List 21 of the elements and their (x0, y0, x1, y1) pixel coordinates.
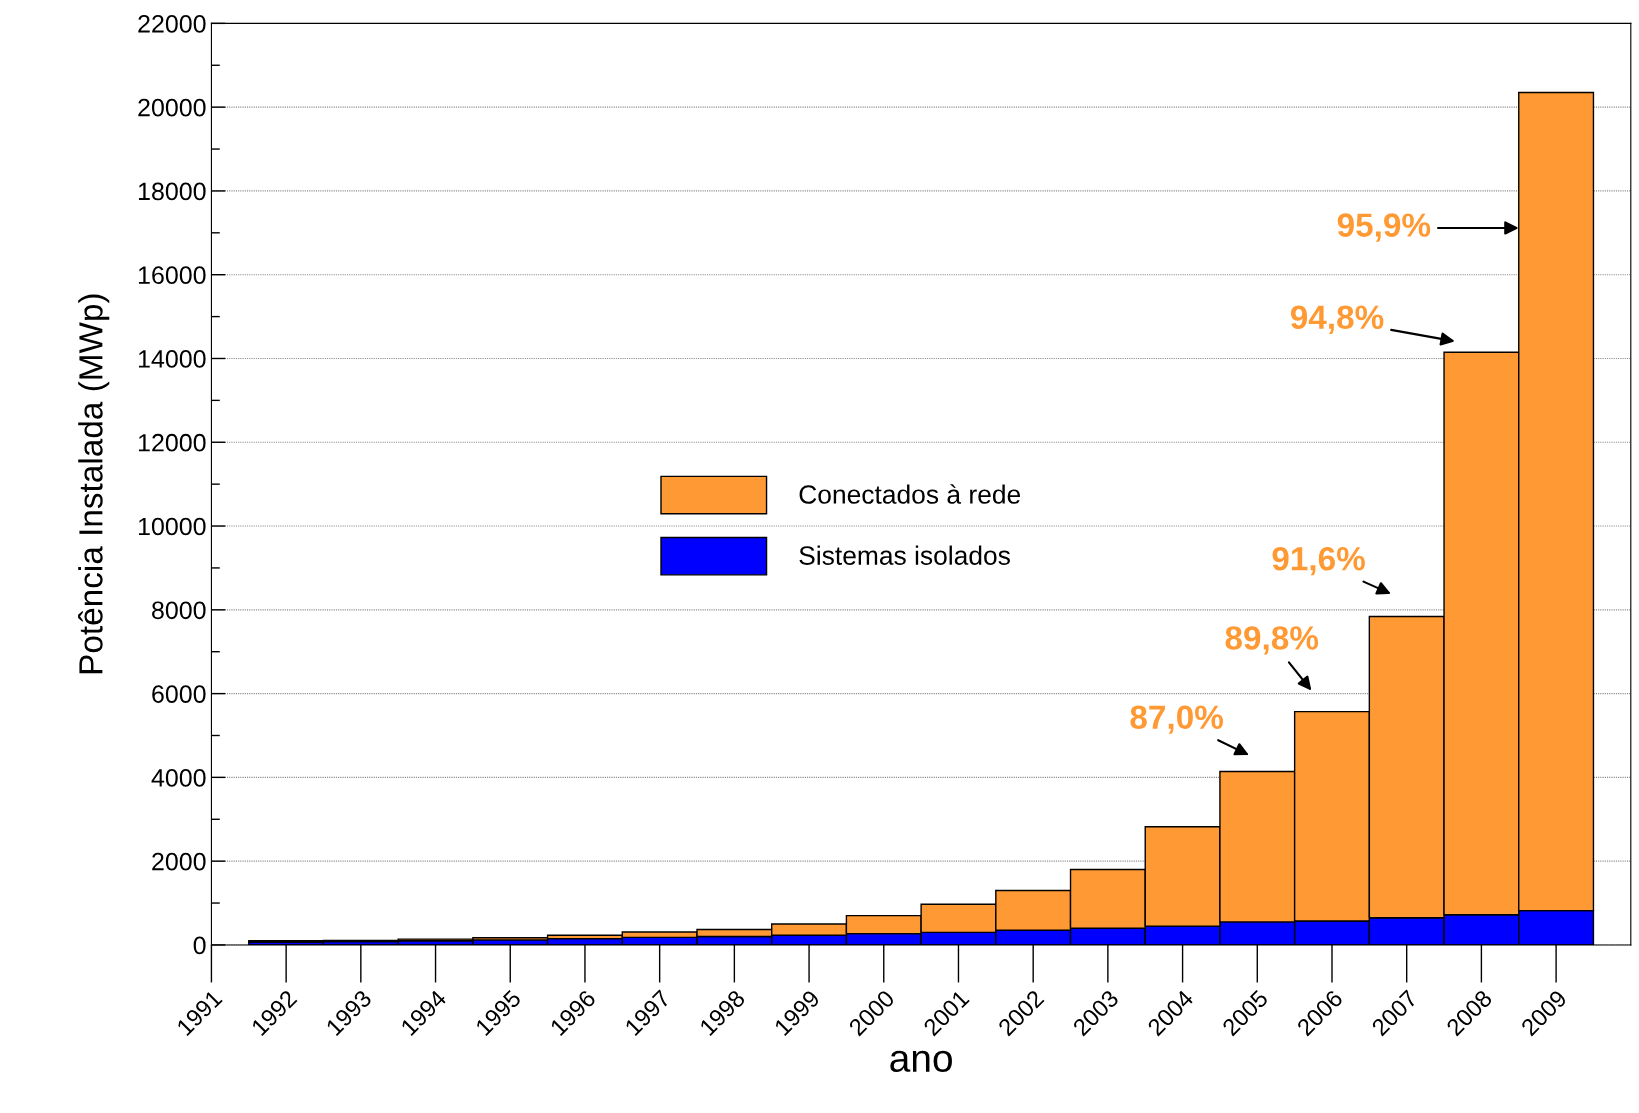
legend-label: Sistemas isolados (799, 545, 1010, 565)
legend-label: Conectados à rede (799, 484, 1021, 504)
annotation: 95,9% (1337, 213, 1431, 242)
y-tick-label: 22000 (138, 14, 206, 33)
x-axis-title: ano (890, 1050, 952, 1073)
y-tick-label: 20000 (138, 98, 206, 117)
annotation: 94,8% (1290, 305, 1384, 334)
y-tick-label: 0 (193, 936, 206, 955)
y-tick-label: 16000 (138, 266, 206, 285)
y-tick-label: 12000 (138, 433, 206, 452)
y-tick-label: 8000 (152, 601, 206, 620)
annotation: 89,8% (1225, 626, 1319, 655)
y-tick-label: 14000 (138, 350, 206, 368)
y-axis-title: Potência Instalada (MWp) (78, 294, 110, 674)
annotation: 91,6% (1272, 546, 1365, 576)
y-tick-label: 2000 (152, 852, 206, 871)
y-tick-label: 18000 (138, 182, 206, 201)
y-tick-label: 10000 (138, 517, 206, 536)
y-tick-label: 6000 (152, 685, 206, 703)
y-tick-label: 4000 (151, 768, 206, 787)
annotation: 87,0% (1130, 705, 1223, 734)
